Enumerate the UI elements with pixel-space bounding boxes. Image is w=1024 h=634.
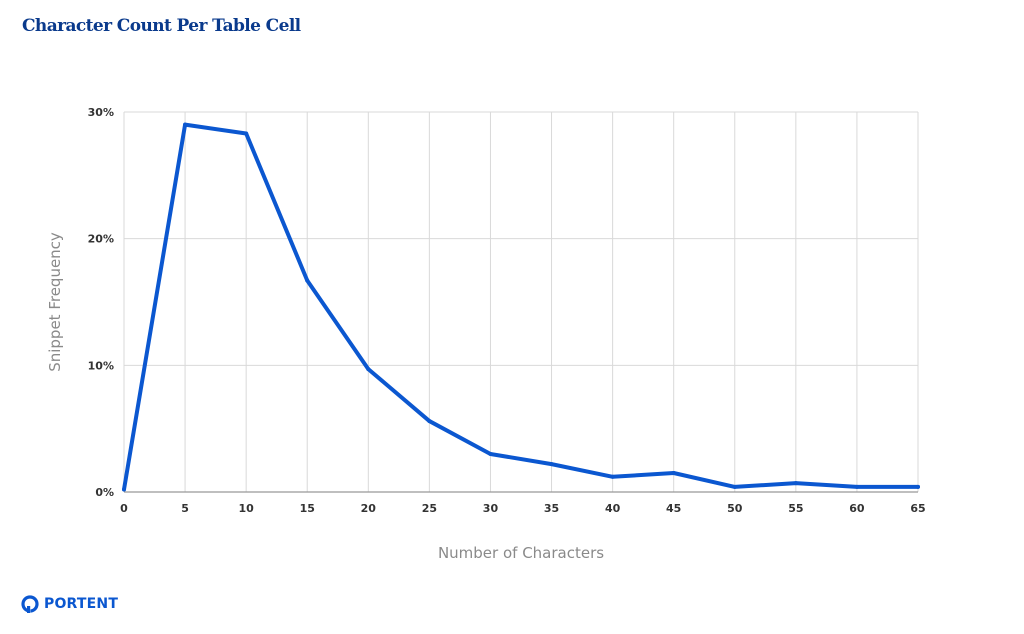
y-tick-label: 10% bbox=[88, 359, 114, 372]
x-tick-label: 30 bbox=[483, 502, 499, 515]
x-tick-label: 20 bbox=[361, 502, 377, 515]
data-point bbox=[488, 452, 493, 456]
data-point bbox=[793, 481, 798, 486]
x-axis-title: Number of Characters bbox=[438, 544, 604, 562]
data-point bbox=[854, 484, 859, 489]
x-tick-label: 45 bbox=[666, 502, 681, 515]
x-tick-label: 5 bbox=[181, 502, 189, 515]
logo-text: PORTENT bbox=[44, 596, 119, 612]
data-point bbox=[549, 462, 554, 467]
chart-title: Character Count Per Table Cell bbox=[22, 16, 301, 36]
x-tick-label: 40 bbox=[605, 502, 621, 515]
x-tick-label: 50 bbox=[727, 502, 743, 515]
data-point bbox=[122, 487, 126, 492]
y-tick-label: 30% bbox=[88, 106, 114, 119]
data-point bbox=[366, 367, 371, 372]
y-axis-title: Snippet Frequency bbox=[46, 232, 64, 372]
data-point bbox=[427, 419, 432, 424]
x-tick-label: 55 bbox=[788, 502, 803, 515]
x-tick-label: 60 bbox=[849, 502, 865, 515]
axes: 0 5 10 15 20 25 30 35 40 45 50 55 60 65 0% 10% 20% 30% bbox=[88, 106, 926, 515]
series bbox=[122, 122, 920, 492]
data-point bbox=[671, 471, 676, 475]
grid bbox=[123, 111, 919, 492]
series-line bbox=[122, 122, 920, 492]
y-tick-label: 0% bbox=[95, 486, 114, 499]
data-point bbox=[916, 484, 920, 489]
y-tick-label: 20% bbox=[88, 233, 114, 246]
data-point bbox=[305, 278, 310, 283]
x-tick-label: 10 bbox=[238, 502, 254, 515]
x-tick-label: 35 bbox=[544, 502, 559, 515]
x-tick-label: 0 bbox=[120, 502, 128, 515]
data-point bbox=[732, 484, 737, 489]
data-point bbox=[183, 122, 188, 127]
x-tick-label: 15 bbox=[300, 502, 315, 515]
x-tick-label: 25 bbox=[422, 502, 437, 515]
data-point bbox=[244, 131, 249, 136]
data-point bbox=[610, 474, 615, 479]
portent-logo-icon bbox=[21, 595, 39, 613]
x-tick-label: 65 bbox=[910, 502, 925, 515]
portent-logo: PORTENT bbox=[20, 594, 118, 614]
